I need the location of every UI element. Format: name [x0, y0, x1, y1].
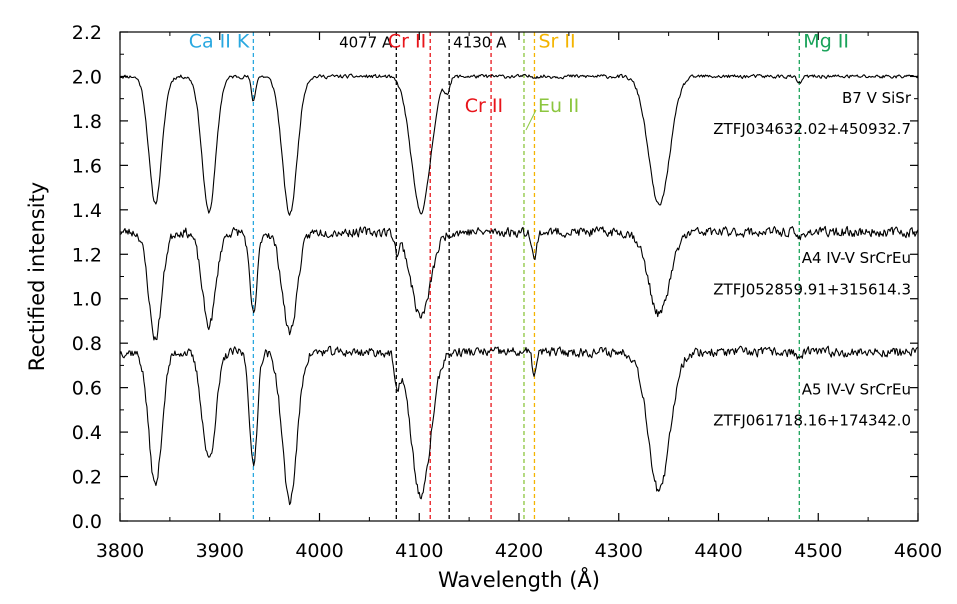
y-axis-ticks: 0.0 0.2 0.4 0.6 0.8 1.0 1.2 1.4 1.6 1.8 2.0 2.2 [72, 22, 918, 533]
y-tick-label: 1.6 [72, 155, 102, 177]
star-label-b7-id: ZTFJ034632.02+450932.7 [713, 120, 911, 138]
plot-frame [119, 31, 919, 522]
star-label-a5-type: A5 IV-V SrCrEu [802, 380, 911, 398]
star-label-a5-id: ZTFJ061718.16+174342.0 [713, 411, 911, 429]
y-tick-label: 0.6 [72, 378, 102, 400]
spectrum-1 [119, 73, 919, 216]
x-tick-label: 3900 [196, 540, 244, 562]
y-tick-label: 0.4 [72, 422, 102, 444]
x-tick-label: 4300 [595, 540, 643, 562]
star-label-b7-type: B7 V SiSr [842, 89, 912, 107]
line-label-mg-ii: Mg II [803, 31, 849, 53]
y-tick-label: 0.2 [72, 467, 102, 489]
y-tick-label: 1.4 [72, 200, 102, 222]
star-label-a4-type: A4 IV-V SrCrEu [802, 249, 911, 267]
line-label-sr-ii: Sr II [538, 31, 575, 53]
y-tick-label: 0.0 [72, 511, 102, 533]
x-tick-label: 4400 [694, 540, 742, 562]
star-labels: B7 V SiSr ZTFJ034632.02+450932.7 A4 IV-V S… [713, 89, 912, 429]
y-tick-label: 2.2 [72, 22, 102, 44]
x-tick-label: 4600 [894, 540, 942, 562]
x-axis-title: Wavelength (Å) [438, 566, 600, 592]
y-tick-label: 1.0 [72, 289, 102, 311]
spectrum-2 [119, 225, 919, 341]
line-label-ca-ii-k: Ca II K [189, 31, 250, 53]
line-label-4130: 4130 A [453, 34, 507, 52]
reference-lines [252, 32, 800, 521]
x-tick-label: 4000 [295, 540, 343, 562]
x-tick-label: 4100 [395, 540, 443, 562]
x-tick-label: 4200 [495, 540, 543, 562]
y-tick-label: 1.8 [72, 111, 102, 133]
y-tick-label: 2.0 [72, 66, 102, 88]
line-label-cr-ii-4111: Cr II [388, 31, 426, 53]
line-label-cr-ii-4172: Cr II [465, 95, 503, 117]
star-label-a4-id: ZTFJ052859.91+315614.3 [713, 280, 911, 298]
line-label-4077: 4077 A [339, 34, 393, 52]
eu-ii-leader [525, 109, 537, 131]
spectra [119, 73, 919, 506]
x-tick-label: 3800 [96, 540, 144, 562]
spectrum-3 [119, 345, 919, 506]
x-axis-ticks: 3800 3900 4000 4100 4200 4300 4400 4500 4600 [96, 32, 942, 562]
line-label-eu-ii: Eu II [538, 95, 579, 117]
x-tick-label: 4500 [794, 540, 842, 562]
y-axis-title: Rectified intensity [25, 182, 49, 371]
y-tick-label: 1.2 [72, 244, 102, 266]
y-tick-label: 0.8 [72, 333, 102, 355]
